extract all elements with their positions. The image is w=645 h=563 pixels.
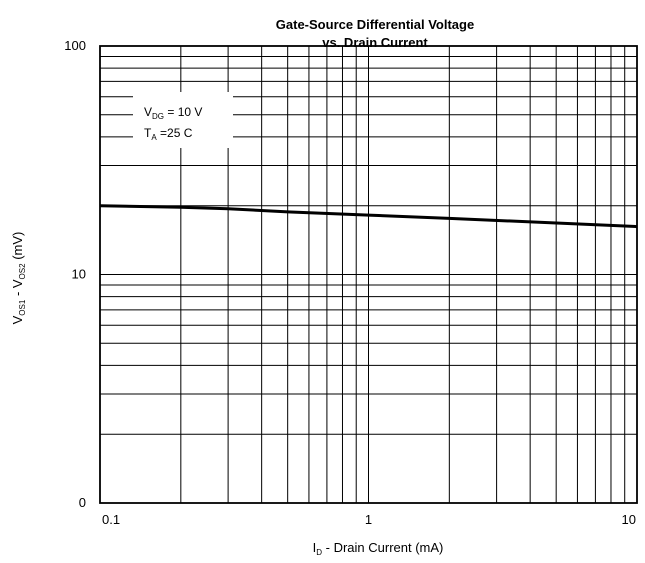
annotation-background [133, 92, 233, 148]
series-line [99, 204, 638, 229]
x-axis-label: ID - Drain Current (mA) [313, 540, 444, 557]
y-tick-labels: 0 10 100 [64, 38, 86, 510]
x-tick-label: 1 [365, 512, 372, 527]
series-group [99, 204, 638, 229]
annotation-line-2: TA =25 C [144, 126, 193, 142]
x-tick-labels: 0.1 1 10 [102, 512, 636, 527]
annotation-line-1: VDG = 10 V [144, 105, 202, 121]
x-tick-label: 0.1 [102, 512, 120, 527]
y-tick-label: 10 [72, 267, 86, 282]
x-tick-label: 10 [622, 512, 636, 527]
annotation-box: VDG = 10 V TA =25 C [133, 92, 233, 148]
y-tick-label: 0 [79, 495, 86, 510]
chart-subtitle: vs. Drain Current [322, 35, 428, 50]
plot-frame [99, 45, 638, 504]
y-tick-label: 100 [64, 38, 86, 53]
grid-lines [100, 46, 637, 503]
y-axis-label: VOS1 - VOS2 (mV) [10, 232, 27, 325]
chart-title: Gate-Source Differential Voltage [276, 17, 474, 32]
